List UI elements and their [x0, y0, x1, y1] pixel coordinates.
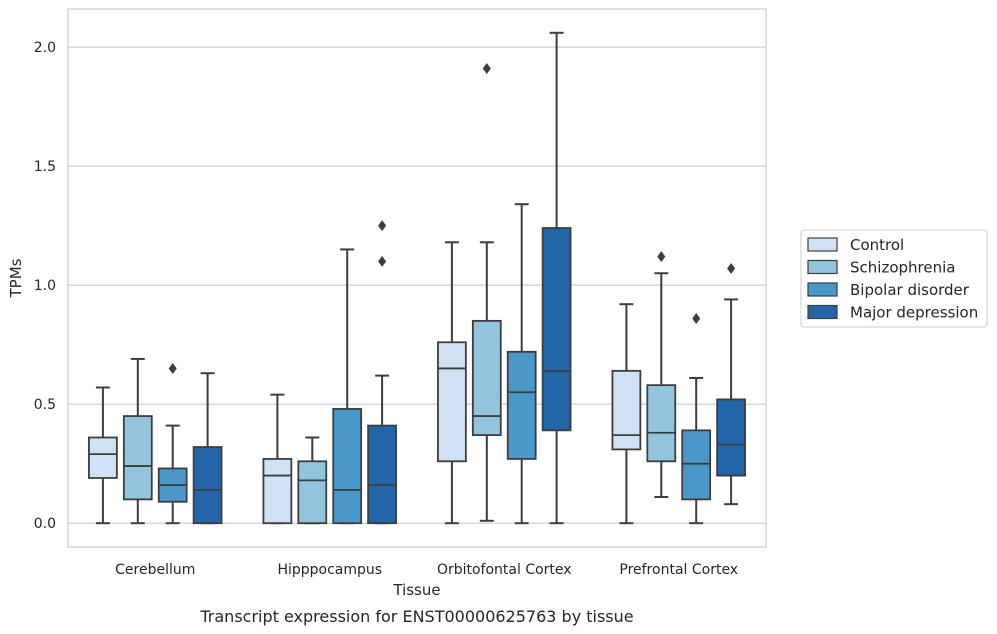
outlier-point: [727, 262, 736, 274]
x-axis-title: Tissue: [392, 581, 440, 599]
iqr-box: [297, 460, 328, 525]
box-bipolar-disorder: [506, 203, 537, 525]
y-tick-label: 0.5: [34, 397, 56, 413]
chart-caption: Transcript expression for ENST0000062576…: [199, 607, 633, 626]
legend-swatch: [807, 237, 838, 252]
x-tick-labels: Cerebellum Hipppocampus Orbitofontal Corte…: [115, 562, 738, 578]
box-control: [437, 241, 467, 525]
y-tick-label: 1.5: [34, 159, 56, 175]
box-major-depression: [541, 31, 572, 525]
box-control: [611, 303, 642, 525]
box-schizophrenia: [297, 436, 328, 525]
legend-swatch: [807, 282, 838, 297]
outlier-point: [378, 220, 387, 232]
box-bipolar-disorder: [681, 312, 712, 525]
legend-label: Major depression: [850, 304, 978, 322]
iqr-box: [716, 398, 746, 477]
legend-label: Bipolar disorder: [850, 281, 970, 299]
iqr-box: [122, 415, 153, 501]
iqr-box: [437, 341, 467, 463]
box-major-depression: [367, 220, 397, 525]
x-tick-label: Hipppocampus: [277, 562, 382, 578]
grid-lines: [68, 46, 766, 524]
legend-label: Schizophrenia: [850, 259, 955, 277]
box-schizophrenia: [646, 251, 677, 499]
x-tick-label: Cerebellum: [115, 562, 195, 578]
iqr-box: [646, 384, 677, 463]
iqr-box: [262, 458, 293, 525]
y-tick-label: 1.0: [34, 278, 56, 294]
legend-swatch: [807, 304, 838, 320]
iqr-box: [506, 350, 537, 460]
x-tick-label: Orbitofontal Cortex: [437, 562, 572, 578]
outlier-point: [692, 312, 701, 324]
box-schizophrenia: [122, 357, 153, 525]
legend: Control Schizophrenia Bipolar disorder Majo…: [800, 229, 988, 328]
box-control: [262, 393, 293, 525]
outlier-point: [482, 63, 491, 75]
outlier-point: [168, 362, 177, 374]
box-schizophrenia: [471, 63, 502, 522]
iqr-box: [471, 319, 502, 437]
iqr-box: [192, 446, 223, 525]
legend-item: Schizophrenia: [807, 259, 955, 277]
legend-item: Major depression: [807, 304, 978, 322]
box-series: [88, 31, 746, 525]
y-tick-labels: 0.0 0.5 1.0 1.5 2.0: [34, 40, 56, 532]
legend-item: Control: [807, 236, 904, 254]
outlier-point: [657, 251, 666, 263]
outlier-point: [378, 255, 387, 267]
iqr-box: [611, 369, 642, 451]
legend-swatch: [807, 259, 838, 275]
iqr-box: [681, 429, 712, 501]
box-major-depression: [192, 372, 223, 525]
iqr-box: [367, 424, 397, 525]
box-bipolar-disorder: [332, 248, 363, 525]
legend-label: Control: [850, 236, 904, 254]
iqr-box: [541, 227, 572, 432]
legend-frame: [800, 229, 988, 328]
iqr-box: [88, 436, 118, 479]
iqr-box: [332, 408, 363, 525]
box-bipolar-disorder: [157, 362, 188, 525]
y-tick-label: 0.0: [34, 516, 56, 532]
x-tick-label: Prefrontal Cortex: [619, 562, 738, 578]
legend-item: Bipolar disorder: [807, 281, 970, 299]
y-axis-title: TPMs: [7, 258, 25, 298]
y-tick-label: 2.0: [34, 40, 56, 56]
box-control: [88, 386, 118, 525]
plot-frame: [67, 8, 767, 548]
box-major-depression: [716, 262, 746, 506]
